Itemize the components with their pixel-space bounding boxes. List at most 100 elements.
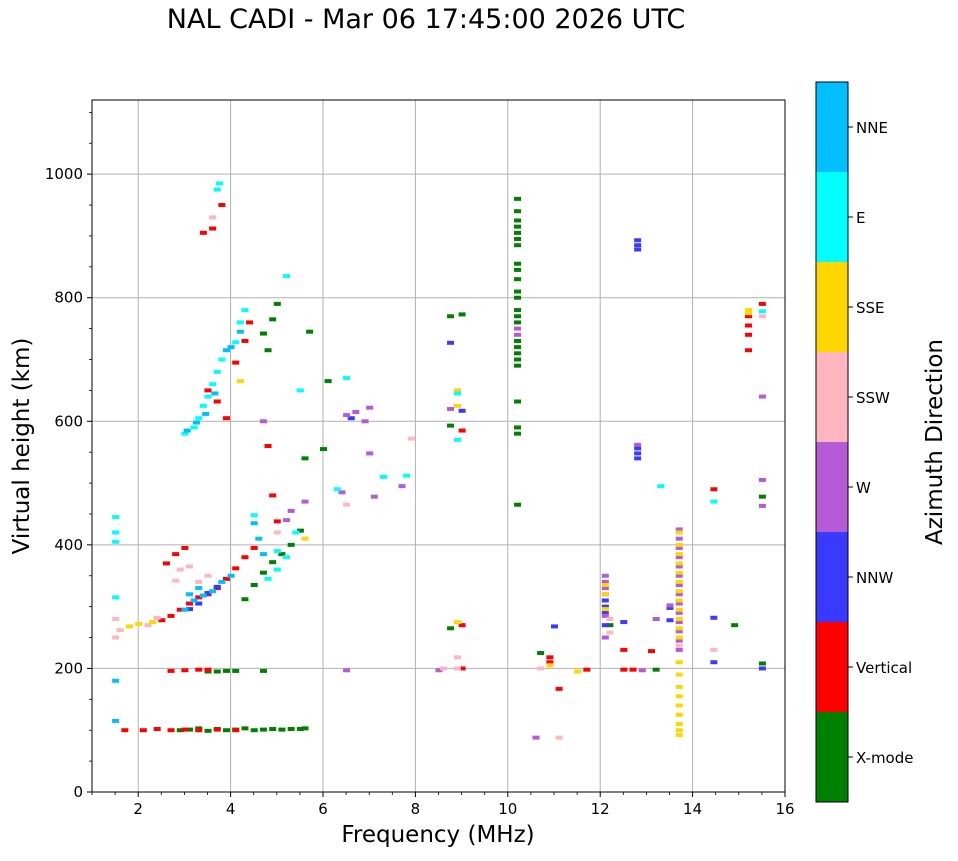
echo-mark-nnw <box>620 620 628 625</box>
x-tick-label: 10 <box>498 800 517 818</box>
colorbar-frame <box>815 81 849 803</box>
echo-mark-nnw <box>634 247 642 252</box>
echo-mark-nnw <box>634 456 642 461</box>
echo-mark-sse <box>675 579 683 584</box>
echo-mark-x-mode <box>250 583 258 588</box>
echo-mark-x-mode <box>222 668 230 673</box>
echo-mark-x-mode <box>514 320 522 325</box>
echo-mark-sse <box>149 620 157 625</box>
echo-mark-x-mode <box>514 243 522 248</box>
colorbar-label: Azimuth Direction <box>922 339 948 545</box>
echo-mark-vertical <box>246 320 254 325</box>
echo-mark-x-mode <box>273 301 281 306</box>
echo-mark-x-mode <box>514 295 522 300</box>
echo-mark-nne <box>112 678 120 683</box>
echo-mark-vertical <box>199 230 207 235</box>
echo-mark-vertical <box>176 607 184 612</box>
echo-mark-nnw <box>758 666 766 671</box>
echo-mark-vertical <box>264 444 272 448</box>
echo-mark-x-mode <box>514 345 522 350</box>
echo-mark-x-mode <box>458 312 466 317</box>
echo-mark-nnw <box>195 601 203 606</box>
colorbar-segment <box>816 442 848 532</box>
echo-mark-e <box>241 308 249 313</box>
echo-mark-w <box>366 405 374 410</box>
echo-mark-vertical <box>167 668 175 673</box>
echo-mark-vertical <box>218 203 226 208</box>
echo-mark-nne <box>250 521 258 526</box>
echo-mark-x-mode <box>287 542 295 547</box>
echo-mark-w <box>361 419 369 424</box>
echo-mark-vertical <box>458 428 466 433</box>
echo-mark-w <box>352 410 360 415</box>
echo-mark-nnw <box>347 416 355 421</box>
echo-mark-nne <box>259 552 267 557</box>
colorbar-segment <box>816 352 848 442</box>
echo-mark-x-mode <box>296 528 304 533</box>
echo-mark-e <box>218 357 226 362</box>
echo-mark-e <box>403 473 411 478</box>
echo-mark-x-mode <box>514 224 522 229</box>
echo-mark-ssw <box>710 647 718 652</box>
echo-mark-e <box>216 181 224 186</box>
echo-mark-vertical <box>213 727 221 732</box>
echo-mark-ssw <box>758 314 766 319</box>
echo-mark-ssw <box>112 617 120 621</box>
echo-mark-vertical <box>583 667 591 672</box>
echo-mark-vertical <box>181 727 189 732</box>
echo-mark-sse <box>675 542 683 547</box>
echo-mark-w <box>601 635 609 640</box>
echo-mark-sse <box>745 311 753 316</box>
echo-mark-sse <box>675 722 683 727</box>
echo-mark-nnw <box>186 607 194 612</box>
echo-mark-vertical <box>167 613 175 618</box>
echo-mark-nnw <box>458 408 466 413</box>
echo-mark-nne <box>209 589 217 594</box>
echo-mark-e <box>112 530 120 535</box>
echo-mark-sse <box>574 669 582 674</box>
echo-mark-sse <box>301 536 309 541</box>
echo-mark-w <box>532 735 540 740</box>
echo-mark-vertical <box>222 576 230 581</box>
echo-mark-w <box>287 508 295 513</box>
colorbar-tick-label: SSE <box>856 299 885 317</box>
echo-mark-vertical <box>269 493 277 498</box>
echo-mark-e <box>710 499 718 504</box>
echo-mark-ssw <box>440 666 448 671</box>
echo-mark-ssw <box>186 564 194 569</box>
grid-lines <box>92 100 785 792</box>
echo-mark-w <box>675 545 683 550</box>
echo-mark-sse <box>125 624 133 629</box>
echo-mark-vertical <box>195 728 203 733</box>
echo-mark-e <box>758 309 766 314</box>
echo-mark-nnw <box>551 624 558 629</box>
echo-mark-vertical <box>232 566 240 571</box>
echo-mark-sse <box>675 598 683 603</box>
y-tick-label: 800 <box>54 289 83 307</box>
x-tick-label: 4 <box>226 800 236 818</box>
echo-mark-vertical <box>745 348 753 353</box>
echo-mark-w <box>514 326 522 331</box>
echo-mark-w <box>675 555 683 560</box>
echo-mark-sse <box>675 626 683 631</box>
echo-mark-x-mode <box>447 423 455 428</box>
echo-mark-x-mode <box>514 209 522 214</box>
echo-mark-w <box>601 586 609 591</box>
echo-mark-ssw <box>153 615 161 620</box>
echo-mark-vertical <box>458 666 466 671</box>
echo-mark-nne <box>199 593 207 598</box>
echo-mark-sse <box>675 694 683 699</box>
echo-mark-sse <box>675 570 683 575</box>
x-tick-label: 8 <box>411 800 421 818</box>
echo-mark-w <box>601 579 609 584</box>
echo-mark-vertical <box>139 728 147 733</box>
echo-mark-e <box>112 539 120 544</box>
echo-mark-nne <box>186 592 194 597</box>
axes: 2 4 6 8 10 12 14 16 0 200 400 600 800 1000 <box>45 111 795 818</box>
echo-mark-vertical <box>273 519 281 524</box>
echo-mark-x-mode <box>204 728 212 733</box>
echo-mark-nnw <box>710 660 718 665</box>
echo-mark-w <box>675 527 683 532</box>
echo-mark-sse <box>601 583 609 588</box>
echo-mark-w <box>601 613 609 618</box>
